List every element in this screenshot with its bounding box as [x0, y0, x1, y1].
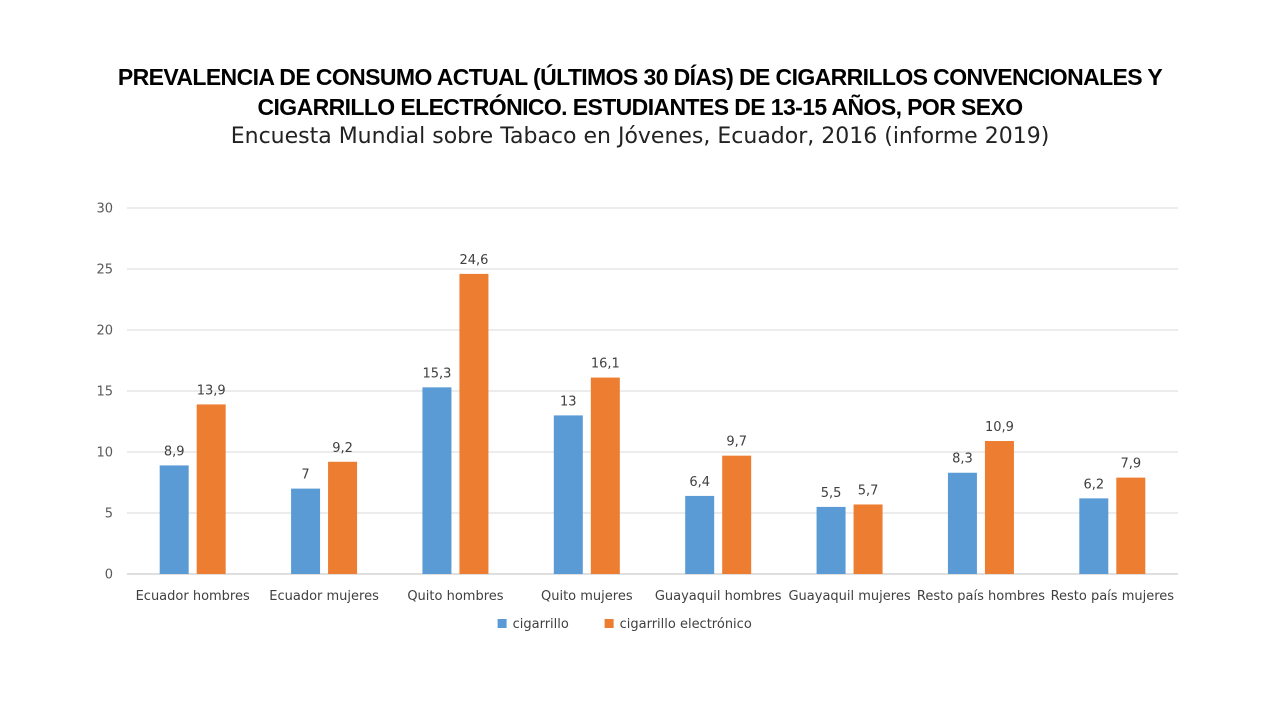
- chart-title-line-1: PREVALENCIA DE CONSUMO ACTUAL (ÚLTIMOS 3…: [117, 64, 1163, 90]
- bar-cigarrillo-electronico: [853, 504, 883, 574]
- bar-cigarrillo: [816, 506, 846, 574]
- y-tick-label: 30: [96, 202, 113, 217]
- bar-cigarrillo: [422, 387, 452, 574]
- bar-cigarrillo-electronico: [984, 441, 1014, 574]
- category-label: Ecuador mujeres: [269, 589, 379, 604]
- bars: [159, 273, 1146, 574]
- x-axis: Ecuador hombres Ecuador mujeres Quito homb…: [136, 589, 1175, 604]
- data-label: 9,2: [332, 441, 353, 456]
- category-label: Quito mujeres: [541, 589, 633, 604]
- bar-cigarrillo-electronico: [328, 461, 358, 574]
- chart-subtitle: Encuesta Mundial sobre Tabaco en Jóvenes…: [230, 124, 1050, 149]
- data-labels: 8,9 13,9 7 9,2 15,3 24,6 13 16,1 6,4 9,7 5,5 5,7 8,3…: [164, 253, 1141, 501]
- legend-swatch: [497, 619, 507, 628]
- y-tick-label: 25: [96, 263, 113, 278]
- data-label: 5,5: [821, 486, 842, 501]
- gridlines: [127, 207, 1178, 575]
- bar-cigarrillo: [159, 465, 189, 574]
- data-label: 6,2: [1083, 477, 1104, 492]
- bar-cigarrillo-electronico: [722, 455, 752, 574]
- chart-title-line-2: CIGARRILLO ELECTRÓNICO. ESTUDIANTES DE 1…: [257, 94, 1023, 120]
- chart-title-block: PREVALENCIA DE CONSUMO ACTUAL (ÚLTIMOS 3…: [0, 62, 1280, 152]
- bar-cigarrillo: [1079, 498, 1109, 574]
- bar-cigarrillo: [291, 488, 321, 574]
- data-label: 13,9: [197, 383, 226, 398]
- bar-cigarrillo-electronico: [590, 377, 620, 574]
- legend-label: cigarrillo electrónico: [620, 617, 752, 632]
- y-tick-label: 20: [96, 324, 113, 339]
- legend: cigarrillo cigarrillo electrónico: [497, 617, 752, 632]
- y-tick-label: 0: [105, 568, 113, 583]
- bar-cigarrillo-electronico: [1116, 477, 1146, 574]
- data-label: 24,6: [459, 253, 488, 268]
- category-label: Ecuador hombres: [136, 589, 250, 604]
- bar-cigarrillo-electronico: [459, 273, 489, 574]
- y-tick-label: 10: [96, 446, 113, 461]
- data-label: 13: [560, 394, 577, 409]
- y-tick-label: 15: [96, 385, 113, 400]
- category-label: Quito hombres: [407, 589, 503, 604]
- legend-label: cigarrillo: [513, 617, 569, 632]
- category-label: Guayaquil mujeres: [788, 589, 910, 604]
- data-label: 10,9: [985, 420, 1014, 435]
- data-label: 5,7: [858, 483, 879, 498]
- bar-cigarrillo: [553, 415, 583, 574]
- data-label: 8,9: [164, 444, 185, 459]
- category-label: Resto país hombres: [917, 589, 1045, 604]
- data-label: 6,4: [689, 475, 710, 490]
- data-label: 9,7: [726, 435, 747, 450]
- category-label: Resto país mujeres: [1051, 589, 1175, 604]
- category-label: Guayaquil hombres: [655, 589, 782, 604]
- bar-cigarrillo-electronico: [196, 404, 226, 574]
- y-axis: 0 5 10 15 20 25 30: [96, 202, 113, 583]
- data-label: 8,3: [952, 452, 973, 467]
- data-label: 7,9: [1120, 457, 1141, 472]
- legend-swatch: [604, 619, 614, 628]
- bar-cigarrillo: [947, 472, 977, 574]
- bar-cigarrillo: [685, 495, 715, 574]
- data-label: 7: [301, 468, 309, 483]
- y-tick-label: 5: [105, 507, 113, 522]
- data-label: 16,1: [591, 357, 620, 372]
- data-label: 15,3: [422, 366, 451, 381]
